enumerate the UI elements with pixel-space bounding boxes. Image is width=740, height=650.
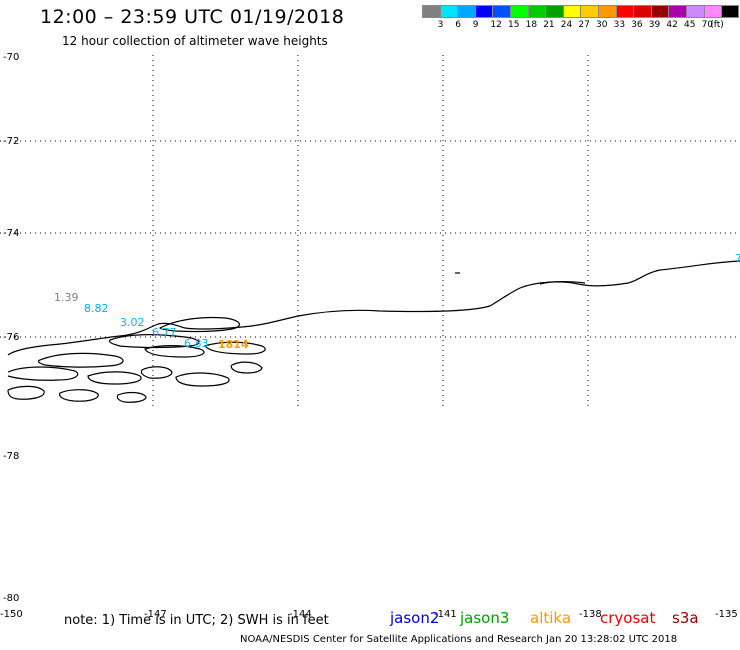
ice-island-1: [159, 316, 241, 333]
wave-reading: 7: [735, 252, 740, 265]
color-swatch: [650, 5, 669, 18]
color-scale-label: 36: [631, 20, 643, 30]
color-swatch: [545, 5, 563, 18]
color-scale-label: 70: [701, 20, 714, 30]
color-scale-label: 12: [490, 20, 502, 30]
credit-footer: NOAA/NESDIS Center for Satellite Applica…: [240, 634, 678, 645]
ice-island-13: [116, 391, 147, 403]
legend-jason2: jason2: [390, 609, 440, 627]
color-swatch: [457, 5, 475, 18]
color-scale-label: 33: [613, 20, 626, 30]
legend-altika: altika: [530, 609, 572, 627]
map-title: 12:00 – 23:59 UTC 01/19/2018: [40, 6, 345, 28]
coastline: [7, 260, 740, 403]
color-swatch: [668, 5, 686, 18]
color-scale-label: 6: [455, 20, 461, 30]
color-swatch: [562, 5, 581, 18]
map-subtitle: 12 hour collection of altimeter wave hei…: [62, 34, 328, 48]
color-scale-label: 15: [508, 20, 520, 30]
color-scale-label: 39: [648, 20, 661, 30]
ice-island-7: [87, 371, 142, 385]
ice-island-3: [144, 345, 205, 358]
ice-island-5: [37, 352, 124, 368]
color-scale-label: 18: [525, 20, 538, 30]
lat-label-74: -74: [3, 228, 19, 239]
color-scale-labels: 3 6 9 12 15 18 21 24 27 30 33 36 39 42 45 70 (ft): [422, 18, 739, 30]
coastline-main: [7, 260, 740, 356]
color-swatch: [474, 5, 493, 18]
wave-reading: 6.77: [152, 326, 177, 339]
color-swatch: [439, 5, 458, 18]
color-swatch: [492, 5, 510, 18]
footnote: note: 1) Time is in UTC; 2) SWH is in fe…: [64, 613, 329, 628]
lat-label-72: -72: [3, 136, 19, 147]
lon-label-135: -135: [715, 609, 738, 620]
ice-island-12: [59, 389, 99, 402]
legend-s3a: s3a: [672, 609, 699, 627]
ice-island-6: [7, 366, 79, 381]
lon-label-138: -138: [579, 609, 602, 620]
color-scale-label: 9: [472, 20, 479, 30]
color-swatch: [580, 5, 598, 18]
color-scale-label: 3: [437, 20, 444, 30]
wave-reading: 8.82: [84, 302, 109, 315]
color-scale-bar: [422, 5, 739, 18]
ice-island-8: [140, 366, 173, 379]
lon-label-144: -144: [289, 609, 312, 620]
color-swatch: [633, 5, 651, 18]
lat-label-70: -70: [3, 52, 19, 63]
ice-island-9: [175, 372, 230, 387]
color-scale-unit: (ft): [710, 20, 724, 30]
color-swatch: [597, 5, 616, 18]
lat-label-80: -80: [3, 593, 19, 604]
color-swatch: [721, 5, 739, 18]
wave-reading: 6.83: [184, 337, 209, 350]
color-swatch: [422, 5, 440, 18]
color-swatch: [527, 5, 546, 18]
ice-island-4: [203, 341, 266, 355]
lat-label-76: -76: [3, 332, 19, 343]
lat-label-78: -78: [3, 451, 19, 462]
wave-reading: 3.02: [120, 316, 145, 329]
lon-label-147: -147: [144, 609, 167, 620]
color-swatch: [509, 5, 528, 18]
color-scale-label: 24: [560, 20, 573, 30]
graticule: [0, 55, 740, 406]
wave-height-color-scale: 3 6 9 12 15 18 21 24 27 30 33 36 39 42 45 70 (ft): [422, 5, 739, 30]
color-scale-label: 42: [666, 20, 678, 30]
legend-jason3: jason3: [460, 609, 510, 627]
legend-cryosat: cryosat: [600, 609, 656, 627]
ice-island-14: [539, 281, 586, 285]
lon-label-150: -150: [0, 609, 23, 620]
color-scale-label: 45: [684, 20, 696, 30]
wave-reading: 1814: [218, 338, 249, 351]
color-swatch: [703, 5, 722, 18]
ice-island-2: [108, 334, 200, 349]
color-scale-label: 30: [596, 20, 608, 30]
color-swatch: [685, 5, 704, 18]
color-scale-label: 21: [543, 20, 555, 30]
color-scale-label: 27: [578, 20, 590, 30]
wave-reading: 1.39: [54, 291, 79, 304]
lon-label-141: -141: [434, 609, 457, 620]
ice-island-10: [230, 361, 263, 374]
ice-island-11: [7, 385, 45, 400]
color-swatch: [615, 5, 634, 18]
